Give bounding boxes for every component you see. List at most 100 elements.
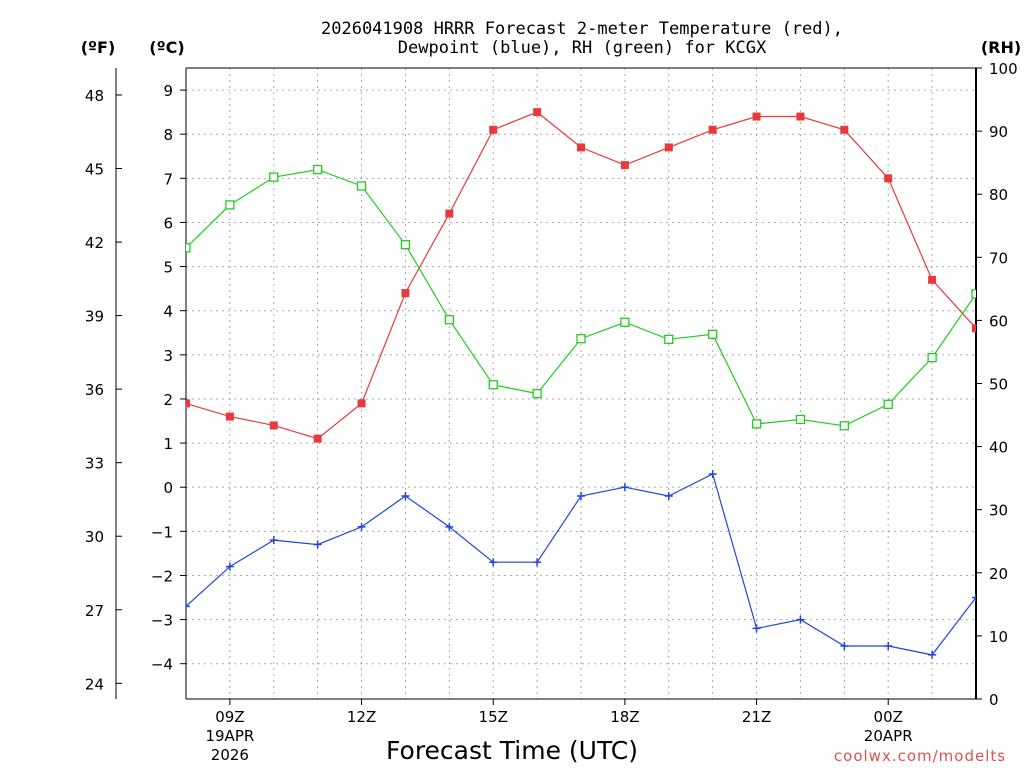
temperature-point bbox=[884, 174, 893, 183]
x-tick-date: 19APR bbox=[205, 727, 254, 745]
celsius-tick-label: −3 bbox=[151, 612, 173, 630]
axes: −4−3−2−101234567892427303336394245480102… bbox=[85, 60, 1018, 764]
x-tick-label: 09Z bbox=[215, 708, 244, 726]
celsius-tick-label: −4 bbox=[151, 656, 173, 674]
rh-point bbox=[313, 164, 323, 175]
chart-title-line1: 2026041908 HRRR Forecast 2-meter Tempera… bbox=[321, 19, 843, 39]
credit-text: coolwx.com/modelts bbox=[834, 747, 1006, 765]
rh-point bbox=[620, 317, 630, 327]
celsius-tick-label: −2 bbox=[151, 567, 173, 585]
dewpoint-point bbox=[796, 615, 805, 624]
x-tick-label: 18Z bbox=[610, 708, 639, 726]
rh-tick-label: 90 bbox=[989, 123, 1008, 141]
gridlines bbox=[186, 68, 976, 699]
temperature-point bbox=[577, 143, 585, 152]
temperature-point bbox=[972, 324, 976, 333]
fahrenheit-tick-label: 45 bbox=[85, 161, 104, 179]
rh-tick-label: 10 bbox=[989, 628, 1008, 646]
x-axis-label: Forecast Time (UTC) bbox=[386, 736, 638, 765]
temperature-point bbox=[533, 108, 542, 117]
rh-point bbox=[795, 414, 806, 425]
fahrenheit-tick-label: 30 bbox=[85, 528, 104, 546]
series-line-0 bbox=[186, 111, 976, 440]
temperature-point bbox=[225, 412, 234, 421]
chart-title-line2: Dewpoint (blue), RH (green) for KCGX bbox=[398, 38, 767, 58]
celsius-tick-label: 1 bbox=[163, 435, 173, 453]
rh-tick-label: 100 bbox=[989, 60, 1018, 78]
dewpoint-point bbox=[489, 558, 498, 567]
rh-point bbox=[927, 352, 937, 363]
celsius-tick-label: 8 bbox=[163, 126, 173, 144]
x-tick-label: 12Z bbox=[347, 708, 376, 726]
x-tick-label: 15Z bbox=[479, 708, 508, 726]
temperature-point bbox=[796, 112, 805, 121]
fahrenheit-tick-label: 33 bbox=[85, 455, 104, 473]
rh-tick-label: 80 bbox=[989, 186, 1008, 204]
rh-point bbox=[664, 334, 674, 344]
rh-point bbox=[708, 329, 718, 339]
rh-tick-label: 0 bbox=[989, 691, 999, 709]
rh-tick-label: 30 bbox=[989, 502, 1008, 520]
rh-tick-label: 20 bbox=[989, 565, 1008, 583]
temperature-point bbox=[313, 434, 322, 443]
rh-point bbox=[971, 289, 976, 299]
rh-point bbox=[488, 380, 498, 390]
temperature-point bbox=[401, 289, 410, 298]
x-tick-year: 2026 bbox=[211, 746, 249, 764]
celsius-tick-label: 3 bbox=[163, 347, 173, 365]
celsius-tick-label: 7 bbox=[163, 170, 173, 188]
rh-tick-label: 70 bbox=[989, 249, 1008, 267]
rh-point bbox=[225, 200, 235, 210]
celsius-tick-label: 6 bbox=[163, 214, 173, 232]
dewpoint-point bbox=[752, 624, 761, 633]
temperature-point bbox=[357, 399, 366, 408]
celsius-tick-label: −1 bbox=[151, 523, 173, 541]
dewpoint-point bbox=[577, 492, 585, 501]
temperature-point bbox=[708, 125, 717, 134]
fahrenheit-axis-label: (ºF) bbox=[81, 38, 116, 57]
dewpoint-point bbox=[186, 602, 190, 611]
dewpoint-point bbox=[313, 540, 322, 549]
dewpoint-point bbox=[401, 492, 410, 501]
celsius-tick-label: 2 bbox=[163, 391, 173, 409]
fahrenheit-tick-label: 27 bbox=[85, 602, 104, 620]
fahrenheit-tick-label: 39 bbox=[85, 308, 104, 326]
dewpoint-point bbox=[840, 642, 849, 651]
temperature-point bbox=[752, 112, 761, 121]
celsius-tick-label: 9 bbox=[163, 82, 173, 100]
dewpoint-point bbox=[445, 522, 454, 531]
temperature-point bbox=[269, 421, 278, 430]
fahrenheit-tick-label: 48 bbox=[85, 87, 104, 105]
dewpoint-point bbox=[620, 483, 629, 492]
rh-axis-label: (RH) bbox=[981, 38, 1021, 57]
x-tick-date: 20APR bbox=[864, 727, 913, 745]
x-tick-label: 21Z bbox=[742, 708, 771, 726]
rh-point bbox=[444, 315, 454, 325]
temperature-point bbox=[489, 125, 498, 134]
dewpoint-point bbox=[269, 536, 278, 545]
dewpoint-point bbox=[972, 593, 976, 602]
temperature-point bbox=[664, 143, 673, 152]
dewpoint-point bbox=[533, 558, 542, 567]
dewpoint-point bbox=[884, 642, 893, 651]
rh-point bbox=[269, 172, 279, 182]
celsius-tick-label: 0 bbox=[163, 479, 173, 497]
dewpoint-point bbox=[708, 469, 717, 478]
dewpoint-point bbox=[225, 562, 234, 571]
celsius-axis-label: (ºC) bbox=[149, 38, 184, 57]
rh-point bbox=[883, 399, 893, 409]
celsius-tick-label: 4 bbox=[163, 303, 173, 321]
rh-point bbox=[400, 240, 411, 250]
fahrenheit-tick-label: 42 bbox=[85, 234, 104, 252]
rh-point bbox=[839, 421, 849, 431]
fahrenheit-tick-label: 24 bbox=[85, 675, 104, 693]
rh-tick-label: 50 bbox=[989, 376, 1008, 394]
x-tick-label: 00Z bbox=[874, 708, 903, 726]
rh-point bbox=[356, 181, 367, 191]
dewpoint-point bbox=[664, 492, 673, 501]
rh-point bbox=[186, 243, 191, 253]
rh-tick-label: 60 bbox=[989, 312, 1008, 330]
temperature-point bbox=[620, 161, 629, 170]
temperature-point bbox=[928, 275, 937, 284]
